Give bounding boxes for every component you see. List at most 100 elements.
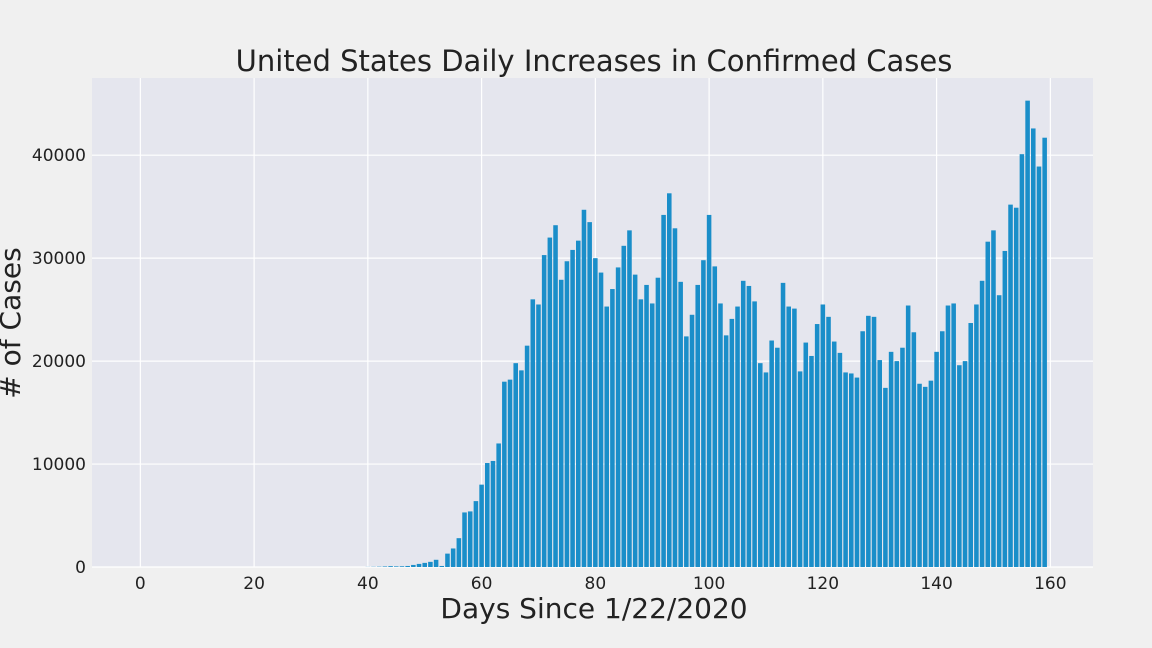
bar bbox=[746, 285, 752, 567]
bar bbox=[672, 228, 678, 567]
x-tick-label: 0 bbox=[135, 574, 146, 594]
x-tick-label: 100 bbox=[693, 574, 725, 594]
y-tick-label: 40000 bbox=[32, 146, 86, 166]
bar bbox=[905, 305, 911, 567]
bar bbox=[877, 360, 882, 567]
bar bbox=[803, 342, 809, 567]
bar bbox=[883, 387, 888, 567]
bar bbox=[513, 363, 518, 567]
x-axis-label: Days Since 1/22/2020 bbox=[440, 592, 747, 625]
y-tick-label: 30000 bbox=[32, 249, 86, 269]
bar bbox=[928, 380, 934, 567]
bar bbox=[604, 306, 609, 567]
bar bbox=[706, 214, 712, 568]
bar bbox=[587, 222, 592, 567]
bar bbox=[570, 249, 575, 567]
bar bbox=[467, 511, 473, 567]
x-tick-label: 20 bbox=[243, 574, 265, 594]
bar bbox=[718, 303, 723, 567]
bar bbox=[769, 340, 774, 567]
bar bbox=[809, 355, 814, 567]
bar bbox=[502, 381, 507, 567]
bar bbox=[479, 484, 484, 567]
bar bbox=[871, 316, 877, 567]
bar bbox=[837, 352, 843, 567]
bar bbox=[473, 501, 479, 567]
bar bbox=[394, 566, 399, 567]
bar bbox=[405, 565, 410, 567]
bar bbox=[957, 365, 962, 567]
bar bbox=[649, 303, 655, 567]
bar bbox=[752, 301, 757, 567]
bar bbox=[411, 564, 416, 567]
bar bbox=[780, 282, 786, 567]
bar bbox=[894, 361, 900, 567]
bar bbox=[428, 561, 433, 567]
bar bbox=[558, 279, 564, 567]
bar bbox=[979, 280, 985, 567]
bar bbox=[547, 237, 553, 567]
bar bbox=[524, 345, 530, 567]
bar bbox=[490, 460, 496, 567]
bar bbox=[399, 566, 405, 567]
bar bbox=[991, 230, 996, 567]
bars bbox=[365, 100, 1047, 568]
bar bbox=[792, 308, 797, 567]
bar bbox=[922, 386, 928, 567]
x-axis-ticks: 0 20 40 60 80 100 120 140 160 bbox=[135, 574, 1067, 594]
bar bbox=[758, 363, 763, 567]
chart-title: United States Daily Increases in Confirm… bbox=[236, 44, 953, 78]
y-tick-label: 20000 bbox=[32, 352, 86, 372]
bar bbox=[814, 324, 820, 567]
bar bbox=[985, 241, 991, 567]
bar bbox=[888, 351, 894, 567]
bar bbox=[843, 372, 848, 567]
bar bbox=[667, 193, 672, 567]
y-tick-label: 0 bbox=[75, 558, 86, 578]
bar bbox=[723, 335, 729, 567]
bar bbox=[1019, 154, 1025, 568]
bar bbox=[456, 538, 462, 567]
bar bbox=[729, 318, 735, 567]
bar bbox=[951, 303, 956, 567]
bar bbox=[866, 315, 871, 567]
bar bbox=[974, 304, 979, 567]
bar bbox=[485, 463, 490, 567]
x-tick-label: 80 bbox=[585, 574, 607, 594]
bar bbox=[1008, 204, 1013, 568]
bar bbox=[581, 209, 587, 567]
bar bbox=[433, 559, 439, 567]
bar bbox=[655, 277, 661, 567]
bar bbox=[416, 563, 422, 567]
bar bbox=[701, 260, 706, 567]
y-axis-label: # of Cases bbox=[0, 247, 27, 398]
bar bbox=[621, 245, 627, 568]
bar bbox=[735, 306, 740, 567]
bar bbox=[422, 562, 427, 567]
bar bbox=[638, 299, 644, 567]
bar bbox=[541, 255, 547, 568]
bar bbox=[678, 281, 683, 567]
bar bbox=[536, 304, 541, 567]
bar bbox=[689, 314, 695, 567]
bar bbox=[496, 443, 501, 567]
x-tick-label: 160 bbox=[1034, 574, 1066, 594]
bar bbox=[911, 332, 917, 567]
bar bbox=[860, 331, 865, 567]
bar bbox=[507, 379, 513, 567]
x-tick-label: 40 bbox=[357, 574, 379, 594]
x-tick-label: 60 bbox=[471, 574, 493, 594]
bar bbox=[632, 274, 638, 567]
bar bbox=[854, 377, 860, 567]
bar bbox=[945, 305, 951, 567]
bar bbox=[1002, 250, 1008, 567]
bar bbox=[684, 336, 689, 567]
bar bbox=[786, 306, 791, 567]
bar bbox=[900, 347, 905, 567]
bar bbox=[519, 370, 524, 567]
bar bbox=[530, 299, 536, 567]
bar bbox=[962, 361, 968, 567]
bar bbox=[1025, 100, 1030, 567]
bar bbox=[1013, 207, 1019, 567]
